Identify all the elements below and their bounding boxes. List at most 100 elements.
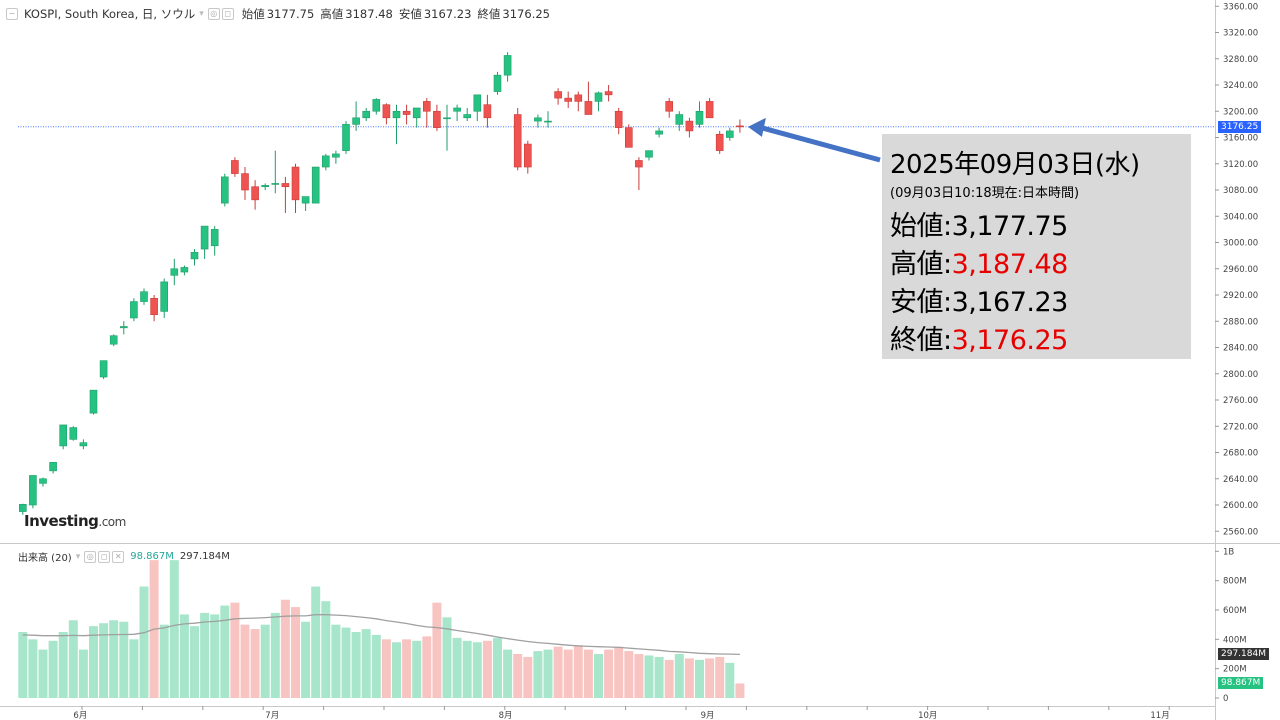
pointer-arrow bbox=[747, 117, 881, 163]
info-date: 2025年09月03日(水) bbox=[890, 150, 1140, 180]
arrow-head bbox=[747, 117, 766, 137]
volume-bar bbox=[28, 639, 38, 698]
chevron-down-icon[interactable]: ▾ bbox=[199, 9, 204, 19]
volume-bar bbox=[341, 627, 351, 698]
volume-bar bbox=[190, 626, 199, 698]
candle-body bbox=[372, 99, 381, 112]
candle-body bbox=[140, 291, 148, 302]
volume-bar bbox=[705, 658, 715, 698]
candle-body bbox=[210, 229, 219, 247]
price-tick-label: 2760.00 bbox=[1223, 396, 1258, 406]
price-tick-label: 3040.00 bbox=[1223, 212, 1258, 222]
candle-body bbox=[291, 166, 300, 201]
candle-body bbox=[342, 124, 350, 151]
volume-bar bbox=[674, 654, 684, 698]
candle-body bbox=[645, 150, 653, 158]
collapse-icon[interactable]: − bbox=[6, 8, 18, 20]
close-icon[interactable]: ✕ bbox=[112, 550, 125, 563]
candle-body bbox=[655, 130, 663, 135]
volume-current-tag: 98.867M bbox=[1218, 677, 1264, 690]
month-label: 9月 bbox=[701, 711, 715, 720]
volume-bar bbox=[291, 607, 300, 698]
volume-bar bbox=[523, 656, 533, 698]
volume-bar bbox=[503, 649, 513, 698]
price-tick-label: 2960.00 bbox=[1223, 265, 1258, 275]
candle-body bbox=[89, 389, 98, 414]
volume-bar bbox=[109, 620, 119, 698]
volume-bar bbox=[159, 624, 169, 698]
price-tick-label: 3320.00 bbox=[1223, 29, 1258, 39]
price-tick-label: 2600.00 bbox=[1223, 501, 1258, 511]
info-high: 高値:3,187.48 bbox=[890, 249, 1068, 280]
settings-icon[interactable]: ◎ bbox=[84, 550, 97, 563]
candle-body bbox=[120, 326, 128, 329]
candle-body bbox=[412, 107, 421, 119]
volume-current-value: 98.867M bbox=[130, 551, 174, 562]
candle-body bbox=[534, 117, 542, 122]
volume-bar bbox=[462, 640, 472, 698]
candle-body bbox=[241, 173, 249, 191]
volume-bar bbox=[664, 659, 674, 698]
volume-bar bbox=[99, 623, 109, 698]
candle-body bbox=[554, 91, 562, 99]
volume-bar bbox=[684, 658, 694, 698]
hide-icon[interactable]: ◻ bbox=[98, 550, 111, 563]
candle-body bbox=[150, 297, 158, 315]
volume-bar bbox=[250, 629, 260, 698]
volume-bar bbox=[452, 637, 462, 698]
settings-icon[interactable]: ◎ bbox=[207, 8, 220, 20]
candle-body bbox=[352, 117, 360, 125]
candle-body bbox=[715, 133, 724, 151]
investing-logo: Investing.com bbox=[24, 512, 126, 530]
month-label: 8月 bbox=[499, 711, 513, 720]
volume-bar bbox=[78, 649, 88, 698]
chevron-down-icon[interactable]: ▾ bbox=[75, 551, 81, 562]
price-tick-label: 3160.00 bbox=[1223, 134, 1258, 144]
candle-body bbox=[301, 196, 310, 204]
volume-bar bbox=[624, 651, 634, 698]
volume-bar bbox=[119, 621, 129, 698]
volume-tick-label: 1B bbox=[1223, 547, 1234, 557]
price-info-panel: 2025年09月03日(水) (09月03日10:18現在:日本時間) 始値:3… bbox=[882, 134, 1191, 359]
ohlc-high: 高値 3187.48 bbox=[320, 7, 393, 21]
candle-body bbox=[130, 301, 138, 319]
candle-body bbox=[382, 104, 391, 119]
volume-bar bbox=[18, 632, 28, 698]
candle-body bbox=[332, 153, 340, 158]
volume-bar bbox=[331, 624, 341, 698]
candle-body bbox=[665, 101, 674, 112]
candle-body bbox=[160, 281, 168, 312]
volume-tick-label: 0 bbox=[1223, 694, 1228, 704]
volume-bar bbox=[48, 640, 58, 698]
volume-bar bbox=[493, 637, 502, 698]
volume-bar bbox=[321, 601, 331, 698]
candle-body bbox=[725, 130, 734, 138]
volume-bar bbox=[58, 632, 68, 698]
info-open: 始値:3,177.75 bbox=[890, 211, 1068, 242]
candle-body bbox=[705, 101, 714, 119]
volume-bar bbox=[371, 634, 381, 698]
candle-body bbox=[362, 110, 371, 119]
price-tick-label: 2920.00 bbox=[1223, 291, 1258, 301]
candle-body bbox=[736, 125, 744, 128]
volume-bar bbox=[402, 639, 412, 698]
price-tick-label: 2800.00 bbox=[1223, 370, 1258, 380]
hide-icon[interactable]: ◻ bbox=[221, 8, 234, 20]
volume-average-value: 297.184M bbox=[179, 551, 230, 562]
candle-body bbox=[29, 475, 37, 506]
volume-bar bbox=[594, 654, 603, 698]
candle-body bbox=[281, 183, 290, 188]
volume-average-tag: 297.184M bbox=[1218, 648, 1269, 661]
candle-body bbox=[271, 183, 280, 185]
candle-body bbox=[624, 127, 633, 148]
volume-bars bbox=[18, 560, 745, 698]
volume-bar bbox=[654, 656, 664, 698]
info-close: 終値:3,176.25 bbox=[890, 325, 1068, 356]
volume-bar bbox=[442, 617, 452, 698]
candle-body bbox=[574, 94, 583, 102]
volume-bar bbox=[392, 642, 401, 698]
price-tick-label: 3360.00 bbox=[1223, 2, 1258, 12]
volume-bar bbox=[543, 649, 553, 698]
